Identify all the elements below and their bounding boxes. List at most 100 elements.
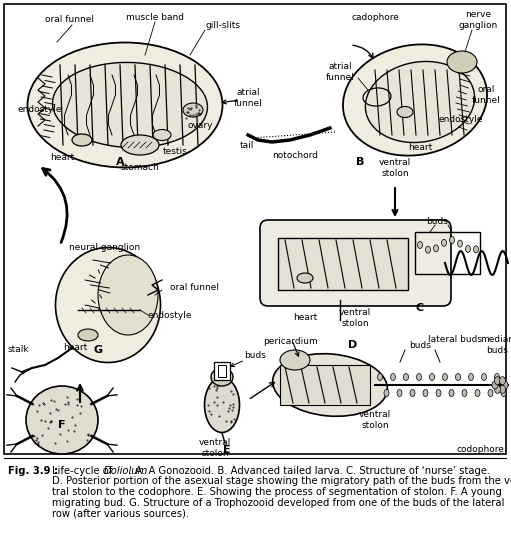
Text: ovary: ovary: [187, 120, 213, 130]
Text: notochord: notochord: [272, 151, 318, 159]
Ellipse shape: [378, 374, 383, 381]
Text: pericardium: pericardium: [263, 338, 317, 347]
Ellipse shape: [365, 62, 475, 143]
Ellipse shape: [495, 377, 500, 384]
Ellipse shape: [417, 241, 423, 248]
Ellipse shape: [153, 130, 171, 140]
Bar: [280, 365, 370, 405]
Ellipse shape: [273, 354, 387, 416]
Text: gill-slits: gill-slits: [205, 22, 240, 30]
Ellipse shape: [443, 374, 448, 381]
Ellipse shape: [430, 374, 434, 381]
Ellipse shape: [280, 350, 310, 370]
Text: cadophore: cadophore: [351, 14, 399, 23]
Ellipse shape: [211, 368, 233, 386]
Ellipse shape: [98, 255, 158, 335]
Text: buds: buds: [426, 218, 448, 226]
Text: D. Posterior portion of the asexual stage showing the migratory path of the buds: D. Posterior portion of the asexual stag…: [52, 476, 511, 487]
Ellipse shape: [384, 389, 389, 396]
Text: oral
funnel: oral funnel: [472, 85, 500, 105]
Text: stalk: stalk: [7, 346, 29, 354]
Text: neural ganglion: neural ganglion: [69, 244, 141, 253]
Ellipse shape: [502, 381, 508, 389]
Text: median
buds: median buds: [480, 335, 511, 355]
Ellipse shape: [404, 374, 408, 381]
Bar: [415, 232, 480, 274]
Text: atrial
funnel: atrial funnel: [326, 62, 354, 82]
Ellipse shape: [56, 247, 160, 362]
Text: Fig. 3.9 :: Fig. 3.9 :: [8, 466, 58, 476]
Text: endostyle: endostyle: [18, 105, 62, 114]
Bar: [4, 4, 506, 454]
Text: Doliolum: Doliolum: [104, 466, 148, 476]
Text: oral funnel: oral funnel: [45, 16, 94, 24]
Ellipse shape: [450, 237, 454, 244]
Text: muscle band: muscle band: [126, 14, 184, 23]
Ellipse shape: [447, 51, 477, 73]
Text: heart: heart: [408, 144, 432, 152]
Ellipse shape: [474, 246, 478, 253]
Ellipse shape: [26, 386, 98, 454]
Bar: [278, 238, 408, 290]
Ellipse shape: [475, 389, 480, 396]
Ellipse shape: [28, 43, 222, 167]
Text: C: C: [416, 303, 424, 313]
Ellipse shape: [121, 135, 159, 155]
Ellipse shape: [492, 381, 498, 389]
Ellipse shape: [455, 374, 460, 381]
Text: stomach: stomach: [121, 164, 159, 172]
Text: ventral
stolon: ventral stolon: [379, 158, 411, 178]
Text: heart: heart: [63, 343, 87, 353]
Ellipse shape: [397, 106, 413, 118]
Ellipse shape: [343, 44, 487, 156]
Ellipse shape: [423, 389, 428, 396]
Text: . A. A Gonozooid. B. Advanced tailed larva. C. Structure of ‘nurse’ stage.: . A. A Gonozooid. B. Advanced tailed lar…: [129, 466, 490, 476]
Ellipse shape: [53, 63, 207, 147]
Ellipse shape: [436, 389, 441, 396]
Ellipse shape: [72, 134, 92, 146]
Text: A: A: [115, 157, 124, 167]
Ellipse shape: [416, 374, 422, 381]
Ellipse shape: [397, 389, 402, 396]
Text: ventral
stolon: ventral stolon: [199, 438, 231, 458]
Text: row (after various sources).: row (after various sources).: [52, 508, 189, 518]
Text: D: D: [349, 340, 358, 350]
Text: nerve
ganglion: nerve ganglion: [458, 10, 498, 30]
Ellipse shape: [78, 329, 98, 341]
Ellipse shape: [499, 377, 505, 384]
Ellipse shape: [501, 389, 506, 396]
Ellipse shape: [499, 386, 505, 393]
Text: Life-cycle of: Life-cycle of: [52, 466, 115, 476]
Ellipse shape: [495, 386, 500, 393]
Bar: [214, 362, 230, 380]
Text: oral funnel: oral funnel: [170, 284, 219, 293]
Ellipse shape: [495, 374, 499, 381]
Text: tail: tail: [240, 140, 254, 150]
Ellipse shape: [469, 374, 474, 381]
Ellipse shape: [442, 239, 447, 246]
Ellipse shape: [433, 245, 438, 252]
Text: heart: heart: [50, 153, 74, 163]
Ellipse shape: [297, 273, 313, 283]
Text: endostyle: endostyle: [148, 310, 193, 320]
Text: ventral
stolon: ventral stolon: [359, 410, 391, 430]
Text: migrating bud. G. Structure of a Trophozooid developed from one of the buds of t: migrating bud. G. Structure of a Trophoz…: [52, 497, 504, 508]
Ellipse shape: [481, 374, 486, 381]
Text: E: E: [223, 445, 231, 455]
Text: F: F: [58, 420, 66, 430]
Ellipse shape: [183, 103, 203, 117]
Ellipse shape: [466, 246, 471, 253]
Text: atrial
funnel: atrial funnel: [234, 89, 262, 107]
Ellipse shape: [390, 374, 396, 381]
Text: B: B: [356, 157, 364, 167]
Ellipse shape: [204, 377, 240, 433]
Text: lateral buds: lateral buds: [428, 335, 482, 345]
Ellipse shape: [462, 389, 467, 396]
Text: ventral
stolon: ventral stolon: [339, 308, 371, 328]
Ellipse shape: [410, 389, 415, 396]
Ellipse shape: [449, 389, 454, 396]
FancyBboxPatch shape: [260, 220, 451, 306]
Text: buds: buds: [244, 350, 266, 360]
Text: heart: heart: [293, 314, 317, 322]
Text: testis: testis: [162, 147, 188, 157]
